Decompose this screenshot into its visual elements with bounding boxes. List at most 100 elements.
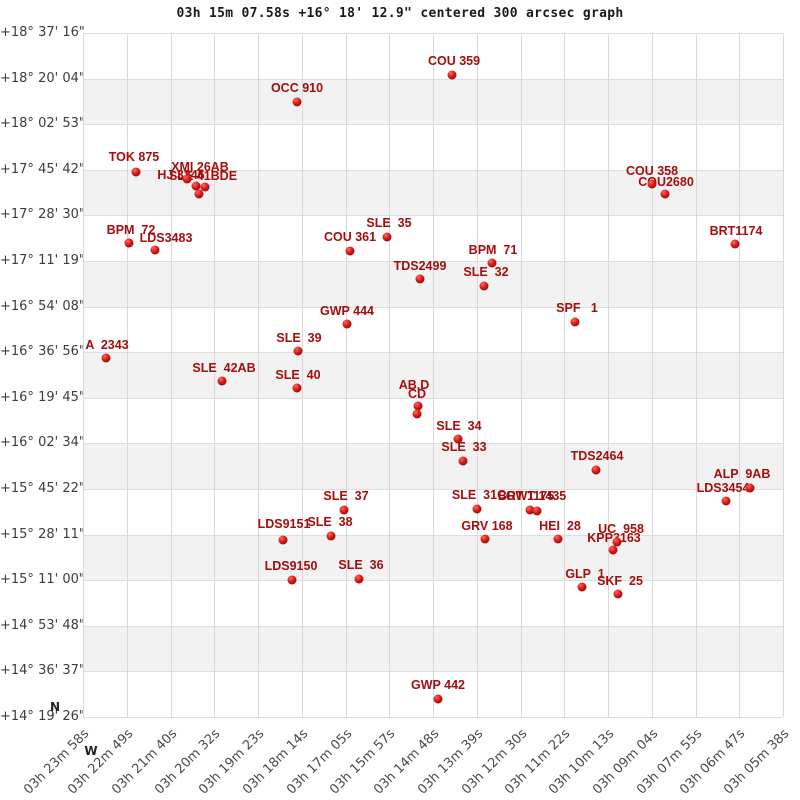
star-label: BRT 1175 bbox=[497, 489, 555, 503]
compass-west-marker: W bbox=[84, 744, 98, 758]
star-label: SLE 35 bbox=[366, 216, 412, 230]
star-label: SLE 40 bbox=[275, 368, 321, 382]
star-label: BRT1174 bbox=[709, 224, 763, 238]
star-marker bbox=[292, 97, 302, 107]
star-marker bbox=[287, 575, 297, 585]
star-label: COU 359 bbox=[427, 54, 481, 68]
gridline-vertical bbox=[389, 33, 391, 717]
y-tick-label: +14° 36' 37" bbox=[0, 663, 85, 679]
gridline-vertical bbox=[345, 33, 347, 717]
star-marker bbox=[131, 167, 141, 177]
star-label: A 2343 bbox=[85, 338, 129, 352]
star-marker bbox=[577, 582, 587, 592]
star-label: SKF 25 bbox=[597, 574, 643, 588]
star-label: LDS3483 bbox=[139, 231, 193, 245]
y-tick-label: +15° 45' 22" bbox=[0, 481, 85, 496]
star-marker bbox=[721, 496, 731, 506]
y-tick-label: +15° 28' 11" bbox=[0, 526, 85, 542]
star-label: XMI 26AB bbox=[171, 160, 229, 174]
y-tick-label: +17° 45' 42" bbox=[0, 161, 85, 177]
y-tick-label: +15° 11' 00" bbox=[0, 572, 85, 588]
gridline-vertical bbox=[83, 33, 84, 717]
star-label: LDS9150 bbox=[264, 559, 318, 573]
star-marker bbox=[480, 534, 490, 544]
star-label: GWP 444 bbox=[320, 304, 374, 318]
star-marker bbox=[458, 456, 468, 466]
star-label: SLE 42AB bbox=[192, 361, 256, 375]
y-tick-label: +18° 20' 04" bbox=[0, 70, 85, 86]
star-marker bbox=[339, 505, 349, 515]
star-label: GLP 1 bbox=[565, 567, 605, 581]
star-label: SLE 34 bbox=[436, 419, 482, 433]
star-marker bbox=[647, 179, 657, 189]
gridline-vertical bbox=[214, 33, 216, 717]
star-marker bbox=[525, 505, 535, 515]
star-marker bbox=[447, 70, 457, 80]
star-marker bbox=[191, 181, 201, 191]
star-marker bbox=[415, 274, 425, 284]
y-tick-label: +14° 19' 26" bbox=[0, 709, 85, 724]
star-marker bbox=[345, 246, 355, 256]
star-label: SLE 36 bbox=[338, 558, 384, 572]
star-label: OCC 910 bbox=[270, 81, 324, 95]
gridline-vertical bbox=[520, 33, 522, 717]
star-label: GWT 1435 bbox=[505, 489, 567, 503]
star-marker bbox=[354, 574, 364, 584]
star-marker bbox=[730, 239, 740, 249]
star-label: BPM 71 bbox=[468, 243, 518, 257]
star-label: UC 958 bbox=[598, 522, 644, 536]
star-marker bbox=[453, 434, 463, 444]
star-marker bbox=[124, 238, 134, 248]
gridline-vertical bbox=[783, 33, 784, 717]
gridline-vertical bbox=[126, 33, 128, 717]
star-marker bbox=[433, 694, 443, 704]
y-tick-label: +17° 11' 19" bbox=[0, 253, 85, 268]
star-marker bbox=[278, 535, 288, 545]
star-label: LDS3454 bbox=[696, 481, 750, 495]
star-label: GRV 168 bbox=[461, 519, 513, 533]
y-tick-label: +14° 53' 48" bbox=[0, 617, 85, 633]
star-marker bbox=[150, 245, 160, 255]
gridline-vertical bbox=[695, 33, 697, 717]
star-marker bbox=[532, 506, 542, 516]
y-tick-label: +18° 37' 16" bbox=[0, 25, 85, 40]
star-marker bbox=[194, 189, 204, 199]
star-marker bbox=[101, 353, 111, 363]
gridline-vertical bbox=[170, 33, 172, 717]
star-label: SLE 31C bbox=[451, 488, 507, 502]
star-label: ALP 9AB bbox=[713, 467, 771, 481]
star-marker bbox=[293, 346, 303, 356]
star-marker bbox=[608, 545, 618, 555]
gridline-vertical bbox=[476, 33, 478, 717]
gridline-vertical bbox=[433, 33, 434, 717]
star-marker bbox=[553, 534, 563, 544]
chart-title: 03h 15m 07.58s +16° 18' 12.9" centered 3… bbox=[176, 6, 624, 21]
star-label: CD bbox=[407, 387, 427, 401]
star-label: GWP 442 bbox=[411, 678, 465, 692]
star-label: SLE 41BDE bbox=[168, 169, 238, 183]
star-marker bbox=[200, 182, 210, 192]
y-tick-label: +16° 02' 34" bbox=[0, 435, 85, 451]
gridline-vertical bbox=[258, 33, 259, 717]
star-marker bbox=[570, 317, 580, 327]
star-label: COU 358 bbox=[625, 164, 679, 178]
star-label: SLE 39 bbox=[276, 331, 322, 345]
star-marker bbox=[413, 401, 423, 411]
compass-north-marker: N bbox=[49, 700, 61, 714]
star-label: BPM 72 bbox=[106, 223, 156, 237]
star-label: SLE 33 bbox=[441, 440, 487, 454]
star-marker bbox=[487, 258, 497, 268]
star-label: SLE 37 bbox=[323, 489, 369, 503]
star-marker bbox=[479, 281, 489, 291]
star-marker bbox=[612, 537, 622, 547]
star-label: TDS2464 bbox=[570, 449, 624, 463]
star-marker bbox=[292, 383, 302, 393]
y-tick-label: +17° 28' 30" bbox=[0, 207, 85, 223]
star-label: TOK 875 bbox=[108, 150, 160, 164]
star-marker bbox=[472, 504, 482, 514]
star-marker bbox=[326, 531, 336, 541]
y-tick-label: +16° 19' 45" bbox=[0, 389, 85, 405]
gridline-vertical bbox=[651, 33, 653, 717]
star-label: COU 361 bbox=[323, 230, 377, 244]
